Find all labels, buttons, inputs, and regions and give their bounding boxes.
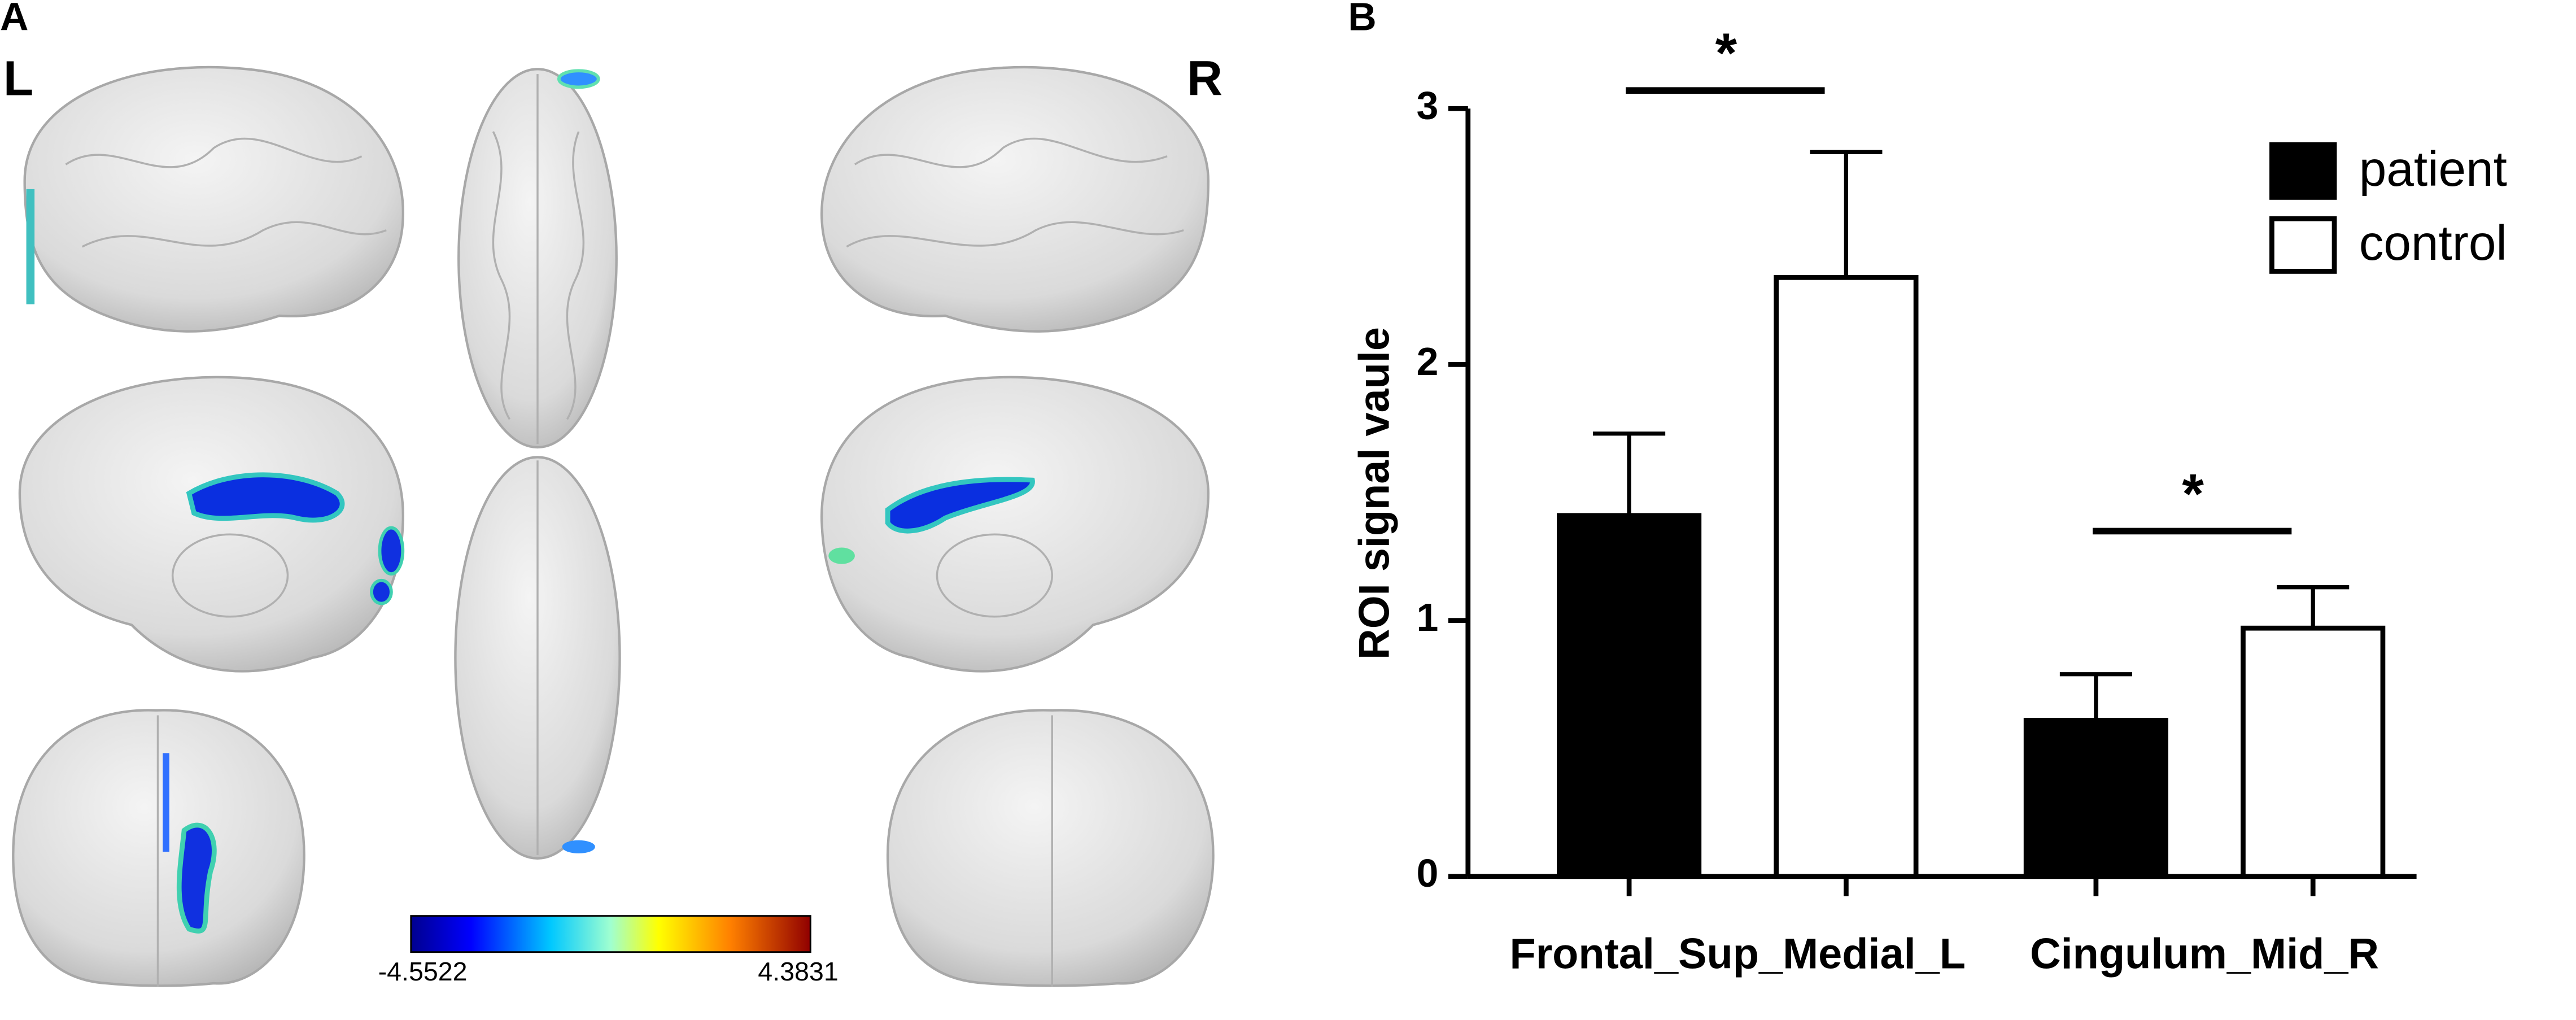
error-bar — [1593, 431, 1666, 516]
y-tick-label: 0 — [1417, 851, 1439, 895]
y-axis-label: ROI signal vaule — [1351, 327, 1399, 660]
bar — [2241, 625, 2386, 879]
brain-medial-left — [18, 376, 404, 673]
y-tick-label: 3 — [1417, 84, 1439, 128]
colorbar-min-label: -4.5522 — [378, 957, 468, 986]
panel-label: B — [1348, 0, 1376, 38]
error-bar — [1810, 150, 1883, 278]
error-bar — [2277, 585, 2350, 629]
legend-label: patient — [2359, 141, 2507, 197]
significance-marker: * — [2182, 462, 2204, 525]
colorbar-max-label: 4.3831 — [758, 957, 838, 986]
colorbar — [410, 915, 811, 953]
bar — [1556, 513, 1702, 879]
brain-sulci — [65, 74, 1184, 987]
x-tick-label: Cingulum_Mid_R — [2030, 930, 2379, 978]
panel-label: A — [0, 0, 28, 38]
legend-swatch — [2269, 216, 2337, 274]
legend-swatch — [2269, 142, 2337, 200]
hemisphere-label: L — [3, 51, 33, 106]
legend-label: control — [2359, 215, 2507, 271]
y-tick-label: 1 — [1417, 595, 1439, 639]
brain-back-view — [886, 709, 1215, 987]
brain-lateral-left — [23, 66, 404, 333]
significance-marker: * — [1715, 21, 1737, 84]
bar — [2023, 717, 2168, 879]
y-tick-label: 2 — [1417, 339, 1439, 383]
activation-blobs — [26, 69, 1035, 934]
error-bar — [2059, 672, 2132, 721]
brain-lateral-right — [820, 66, 1210, 333]
x-tick-label: Frontal_Sup_Medial_L — [1509, 930, 1965, 978]
brain-medial-right — [820, 376, 1210, 673]
bar — [1774, 274, 1919, 879]
hemisphere-label: R — [1187, 51, 1222, 106]
